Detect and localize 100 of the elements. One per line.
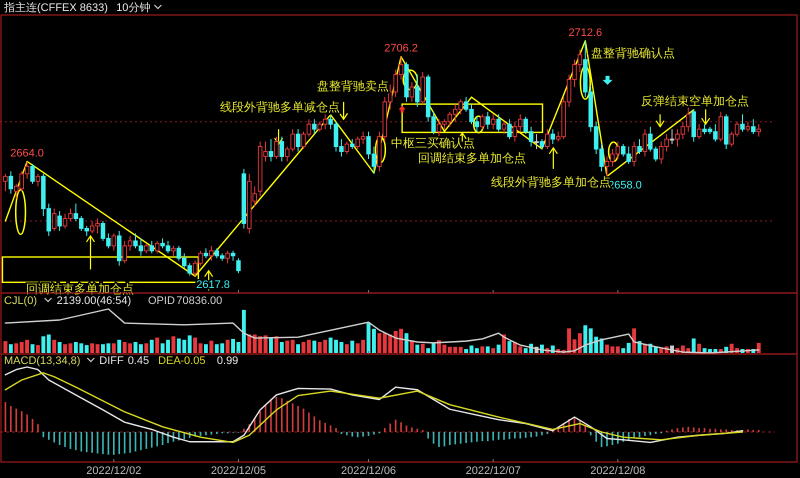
text: 2706.2	[384, 42, 418, 55]
bar	[36, 345, 40, 353]
x-tick-label: 2022/12/05	[210, 465, 266, 477]
candlestick	[3, 173, 8, 192]
bar	[410, 341, 414, 353]
candlestick	[350, 138, 355, 150]
bar	[507, 341, 512, 353]
bar	[632, 328, 636, 353]
candlestick	[415, 74, 420, 108]
chart-title: MACD(13,34,8)	[4, 355, 80, 367]
candlestick	[171, 245, 176, 256]
bar	[8, 344, 13, 353]
candlestick	[632, 141, 636, 167]
candlestick	[746, 121, 750, 132]
candlestick	[718, 111, 724, 142]
annotation: 线段外背驰多单加仓点	[491, 175, 611, 189]
chart-title: CJL(0)	[4, 295, 38, 307]
candlestick	[344, 141, 350, 154]
x-tick-label: 2022/12/06	[341, 465, 396, 477]
bar	[52, 340, 56, 353]
bar	[344, 344, 349, 353]
candlestick	[480, 114, 485, 130]
candlestick	[507, 118, 512, 140]
bar	[296, 344, 300, 353]
candlestick	[236, 258, 241, 274]
bar	[112, 343, 116, 353]
chart-subtitle: 2139.00(46:54)	[56, 295, 132, 307]
bar	[3, 341, 8, 353]
candlestick	[112, 232, 116, 252]
annotation: 盘整背驰卖点	[317, 79, 389, 93]
bar	[209, 340, 214, 353]
candlestick	[496, 114, 501, 132]
candlestick	[280, 136, 284, 162]
candlestick	[268, 138, 274, 162]
candlestick	[642, 128, 648, 157]
bar	[491, 348, 496, 353]
x-tick-label: 2022/12/08	[590, 465, 646, 477]
bar	[204, 344, 208, 353]
candlestick	[540, 138, 544, 150]
candlestick	[52, 208, 56, 232]
bar	[226, 340, 230, 353]
annotation: 反弹结束空单加仓点	[641, 94, 749, 108]
bar	[502, 334, 506, 353]
bar	[496, 344, 501, 353]
annotation: 中枢三买确认点	[391, 136, 475, 150]
series-label: OPID	[148, 295, 175, 307]
candlestick	[490, 114, 496, 130]
candlestick	[637, 138, 642, 154]
candlestick	[296, 128, 300, 152]
x-tick-label: 2022/12/02	[86, 465, 142, 477]
candlestick	[274, 136, 279, 160]
chart-subtitle: 10分钟	[116, 2, 150, 14]
candlestick	[230, 250, 236, 262]
candlestick	[154, 240, 160, 254]
text: 0.45	[128, 355, 150, 367]
candlestick	[751, 118, 756, 135]
bar	[155, 338, 160, 353]
bar	[480, 346, 484, 353]
candlestick	[486, 111, 490, 130]
candlestick	[36, 173, 40, 187]
bar	[214, 344, 219, 353]
bar	[280, 342, 284, 353]
candlestick	[740, 114, 745, 132]
x-tick-label: 2022/12/07	[466, 465, 521, 477]
bar	[312, 340, 316, 353]
candlestick	[534, 134, 539, 150]
bar	[171, 336, 176, 353]
chart-title: 指主连(CFFEX 8633)	[3, 1, 108, 14]
candlestick	[150, 240, 154, 254]
candlestick	[696, 124, 702, 140]
candlestick	[225, 250, 230, 264]
bar	[350, 340, 354, 353]
bar	[144, 343, 148, 353]
text: 2712.6	[568, 26, 602, 39]
candlestick	[204, 248, 208, 259]
bar	[404, 333, 408, 353]
bar	[84, 345, 89, 353]
text: -0.05	[180, 355, 206, 367]
text: 0.99	[216, 355, 238, 367]
text: 70836.00	[176, 295, 222, 307]
candlestick	[8, 170, 14, 194]
candlestick	[410, 82, 414, 102]
candlestick	[502, 121, 506, 135]
bar	[30, 344, 34, 353]
bar	[58, 342, 62, 353]
candlestick	[550, 128, 556, 145]
candlestick	[312, 118, 317, 135]
annotation: 盘整背驰确认点	[591, 46, 675, 60]
candlestick	[545, 128, 550, 150]
annotation: 线段外背驰多单减仓点	[220, 100, 340, 114]
bar	[415, 344, 420, 353]
candlestick	[209, 245, 214, 262]
text: DEA	[158, 355, 182, 367]
candlestick	[756, 124, 761, 138]
candlestick	[144, 242, 149, 254]
bar	[269, 338, 273, 353]
text: 2664.0	[10, 147, 44, 160]
candlestick	[57, 210, 62, 232]
annotation: 回调结束多单加仓点	[418, 151, 526, 165]
text: DIFF	[99, 355, 124, 367]
